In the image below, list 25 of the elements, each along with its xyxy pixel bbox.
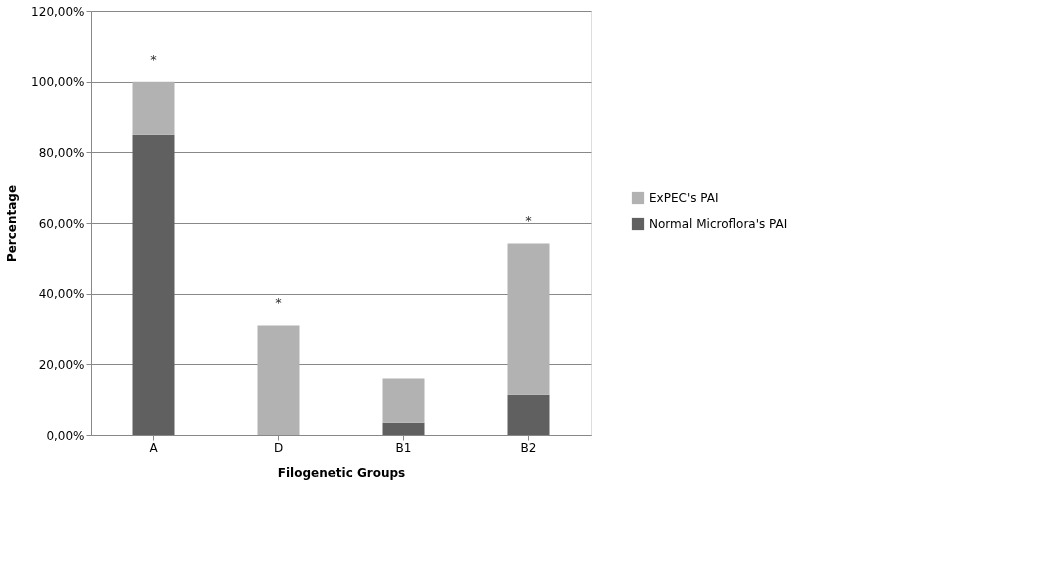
annotation: * bbox=[525, 213, 533, 229]
y-axis-title: Percentage bbox=[5, 184, 20, 263]
legend-label: ExPEC's PAI bbox=[649, 191, 719, 205]
x-tick-label: D bbox=[273, 440, 284, 455]
x-axis-title: Filogenetic Groups bbox=[277, 465, 406, 480]
legend-label: Normal Microflora's PAI bbox=[649, 217, 788, 231]
bar bbox=[132, 134, 175, 435]
y-tick-label: 100,00% bbox=[31, 75, 85, 90]
y-tick-label: 120,00% bbox=[31, 4, 85, 19]
bar bbox=[382, 378, 425, 423]
bar bbox=[507, 394, 550, 435]
y-tick-label: 80,00% bbox=[38, 145, 85, 160]
annotation: * bbox=[275, 295, 283, 311]
y-tick-label: 60,00% bbox=[38, 216, 85, 231]
bar bbox=[382, 422, 425, 435]
bar bbox=[257, 325, 300, 435]
bar bbox=[507, 243, 550, 395]
annotation: * bbox=[150, 51, 158, 67]
y-tick-label: 40,00% bbox=[38, 287, 85, 302]
bar bbox=[132, 81, 175, 135]
x-tick-label: A bbox=[149, 440, 159, 455]
x-tick-label: B2 bbox=[520, 440, 537, 455]
x-tick-label: B1 bbox=[395, 440, 412, 455]
y-tick-label: 0,00% bbox=[46, 428, 85, 443]
y-tick-label: 20,00% bbox=[38, 357, 85, 372]
